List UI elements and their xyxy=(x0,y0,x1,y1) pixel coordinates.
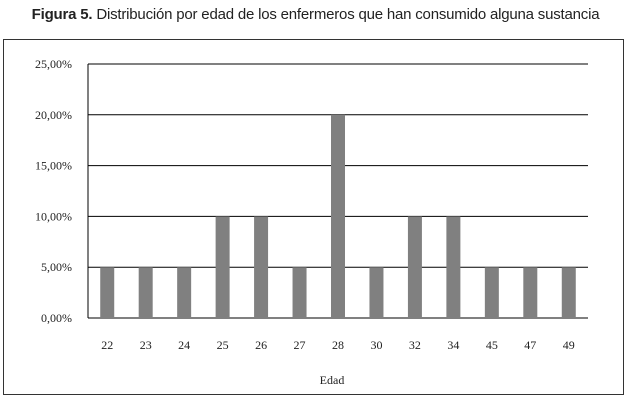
bar xyxy=(100,267,115,318)
x-tick-label: 34 xyxy=(447,338,459,352)
x-tick-label: 47 xyxy=(524,338,536,352)
x-axis-title: Edad xyxy=(320,373,345,387)
x-tick-label: 45 xyxy=(486,338,498,352)
bar xyxy=(215,216,230,318)
y-tick-label: 0,00% xyxy=(41,311,72,325)
bar xyxy=(254,216,269,318)
y-tick-label: 10,00% xyxy=(35,209,72,223)
figure-caption: Distribución por edad de los enfermeros … xyxy=(96,6,600,23)
y-tick-label: 25,00% xyxy=(35,57,72,71)
x-tick-label: 27 xyxy=(294,338,306,352)
y-tick-label: 20,00% xyxy=(35,108,72,122)
bar xyxy=(331,114,345,318)
x-tick-label: 49 xyxy=(563,338,575,352)
x-tick-label: 23 xyxy=(140,338,152,352)
bar xyxy=(446,216,461,318)
bar xyxy=(484,267,499,318)
bar xyxy=(177,267,192,318)
chart-frame xyxy=(3,39,624,395)
x-tick-label: 28 xyxy=(332,338,344,352)
bar xyxy=(407,216,422,318)
chart-title: Figura 5. Distribución por edad de los e… xyxy=(0,6,631,23)
y-tick-label: 5,00% xyxy=(41,260,72,274)
bar xyxy=(369,267,384,318)
x-tick-label: 32 xyxy=(409,338,421,352)
bar xyxy=(292,267,307,318)
bar xyxy=(138,267,153,318)
x-tick-label: 30 xyxy=(370,338,382,352)
y-tick-label: 15,00% xyxy=(35,159,72,173)
bar xyxy=(561,267,576,318)
x-tick-label: 24 xyxy=(178,338,190,352)
x-tick-label: 26 xyxy=(255,338,267,352)
x-tick-label: 22 xyxy=(101,338,113,352)
bar xyxy=(523,267,538,318)
x-tick-label: 25 xyxy=(217,338,229,352)
figure-number: Figura 5. xyxy=(31,6,93,23)
